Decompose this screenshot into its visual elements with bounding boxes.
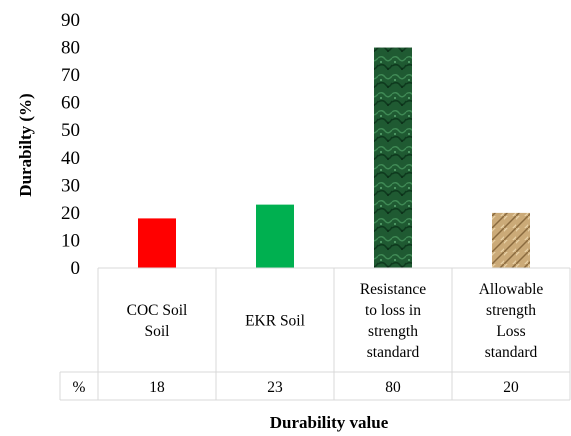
- table-row-label: %: [73, 379, 86, 396]
- table-value: 80: [385, 379, 401, 396]
- table-value: 23: [267, 379, 283, 396]
- x-category-label: standard: [367, 344, 420, 361]
- x-category-label: Loss: [496, 323, 525, 340]
- y-tick-label: 10: [61, 230, 80, 251]
- x-category-label: strength: [368, 323, 418, 340]
- y-tick-label: 80: [61, 38, 80, 59]
- y-axis-title: Durabilty (%): [16, 93, 35, 196]
- x-category-label: Soil: [145, 323, 170, 340]
- bar: [492, 212, 530, 268]
- y-tick-label: 90: [61, 10, 80, 31]
- bar: [138, 218, 176, 268]
- table-value: 18: [149, 379, 165, 396]
- y-tick-label: 70: [61, 65, 80, 86]
- x-category-label: strength: [486, 302, 536, 319]
- x-category-label: to loss in: [365, 302, 421, 319]
- x-category-label: EKR Soil: [245, 313, 305, 330]
- table-value: 20: [503, 379, 519, 396]
- y-tick-label: 40: [61, 148, 80, 169]
- y-tick-label: 30: [61, 175, 80, 196]
- y-tick-label: 50: [61, 120, 80, 141]
- y-tick-label: 0: [71, 258, 81, 279]
- x-category-label: Resistance: [360, 281, 426, 298]
- x-category-label: COC Soil: [127, 302, 188, 319]
- x-axis-title: Durability value: [270, 413, 389, 432]
- bar: [256, 204, 294, 268]
- y-tick-label: 60: [61, 93, 80, 114]
- x-category-label: Allowable: [479, 281, 544, 298]
- x-category-label: standard: [485, 344, 538, 361]
- bar: [374, 47, 412, 268]
- y-tick-label: 20: [61, 203, 80, 224]
